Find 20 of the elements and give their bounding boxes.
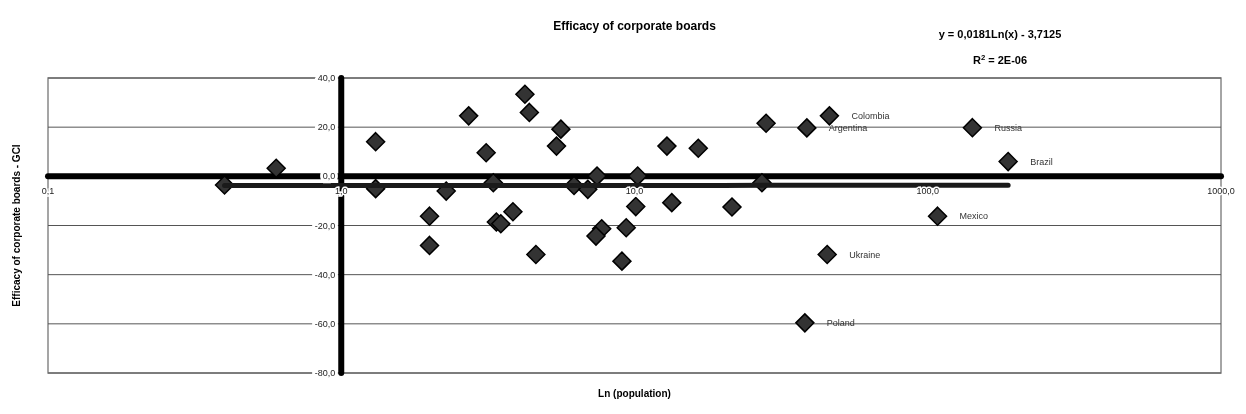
y-tick-label: -60,0 bbox=[314, 318, 336, 329]
annotation: Ukraine bbox=[849, 249, 881, 260]
y-tick-label: 0,0 bbox=[322, 171, 336, 182]
x-tick-label: 100,0 bbox=[916, 186, 940, 197]
x-tick-label: 1000,0 bbox=[1207, 186, 1235, 197]
x-tick-label: 10,0 bbox=[625, 186, 644, 197]
annotation: Poland bbox=[826, 317, 855, 328]
y-axis-title: Efficacy of corporate boards - GCI bbox=[11, 144, 22, 307]
annotation: Russia bbox=[994, 122, 1022, 133]
annotation: Brazil bbox=[1030, 156, 1053, 167]
x-tick-label: 1,0 bbox=[334, 186, 348, 197]
text: y = 0,0181Ln(x) - 3,7125 bbox=[938, 28, 1062, 40]
text: R$^{2}$ = 2E-06 bbox=[972, 52, 1028, 66]
x-tick-label: 0,1 bbox=[41, 186, 55, 197]
annotation: Argentina bbox=[828, 122, 868, 133]
y-tick-label: 20,0 bbox=[317, 122, 336, 133]
annotation: Mexico bbox=[959, 211, 989, 222]
chart-title: Efficacy of corporate boards bbox=[553, 19, 717, 33]
x-axis-title: Ln (population) bbox=[598, 388, 671, 399]
annotation: Colombia bbox=[851, 110, 890, 121]
